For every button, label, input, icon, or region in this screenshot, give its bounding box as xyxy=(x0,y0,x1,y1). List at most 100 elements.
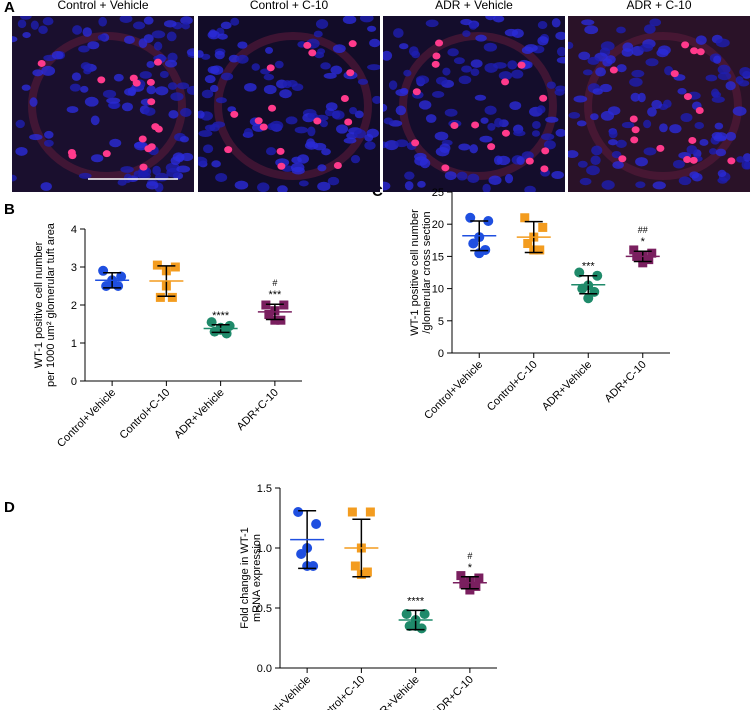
nucleus xyxy=(715,148,727,157)
data-point xyxy=(155,292,165,302)
nucleus xyxy=(17,19,27,29)
nucleus xyxy=(536,105,546,114)
wt1-nucleus xyxy=(254,117,263,125)
data-point xyxy=(270,315,280,325)
nucleus xyxy=(372,95,380,104)
nucleus xyxy=(117,179,127,186)
wt1-nucleus xyxy=(411,139,420,147)
nucleus xyxy=(425,114,437,123)
nucleus xyxy=(738,80,750,87)
nucleus xyxy=(599,83,612,93)
nucleus xyxy=(555,128,565,137)
nucleus xyxy=(524,44,538,52)
significance-label: ## xyxy=(638,225,648,235)
panel-label: D xyxy=(4,499,15,516)
x-tick-label: Control+Vehicle xyxy=(250,674,313,710)
nucleus xyxy=(143,16,154,25)
wt1-nucleus xyxy=(146,78,155,86)
nucleus xyxy=(80,62,91,70)
nucleus xyxy=(622,42,634,52)
nucleus xyxy=(120,166,134,173)
nucleus xyxy=(635,181,646,189)
nucleus xyxy=(615,139,627,148)
nucleus xyxy=(555,31,565,40)
nucleus xyxy=(601,180,615,190)
nucleus xyxy=(367,64,380,71)
nucleus xyxy=(208,29,217,38)
nucleus xyxy=(97,34,107,41)
nucleus xyxy=(602,58,613,67)
nucleus xyxy=(323,72,337,79)
nucleus xyxy=(669,124,682,134)
wt1-nucleus xyxy=(147,98,156,106)
nucleus xyxy=(482,183,491,192)
nucleus xyxy=(540,133,555,141)
nucleus xyxy=(469,22,478,30)
x-tick-label: ADR+Vehicle xyxy=(172,387,227,442)
x-tick-label: ADR+C-10 xyxy=(430,674,476,710)
data-point xyxy=(170,262,180,272)
wt1-nucleus xyxy=(525,157,534,165)
nucleus xyxy=(484,62,498,73)
wt1-nucleus xyxy=(432,52,441,60)
nucleus xyxy=(251,63,260,71)
nucleus xyxy=(298,180,309,187)
wt1-nucleus xyxy=(346,69,355,77)
nucleus xyxy=(267,122,276,131)
nucleus xyxy=(699,139,709,146)
nucleus xyxy=(330,65,343,75)
data-point xyxy=(459,579,469,589)
significance-label: # xyxy=(467,551,472,561)
wt1-nucleus xyxy=(266,64,275,72)
nucleus xyxy=(290,162,305,173)
nucleus xyxy=(399,43,409,50)
nucleus xyxy=(591,145,603,156)
nucleus xyxy=(616,26,626,34)
nucleus xyxy=(705,74,718,82)
nucleus xyxy=(578,51,591,61)
nucleus xyxy=(504,28,519,37)
nucleus xyxy=(51,50,64,60)
image-title: Control + Vehicle xyxy=(57,0,148,12)
data-point xyxy=(419,609,430,619)
nucleus xyxy=(573,95,588,103)
nucleus xyxy=(383,117,394,125)
nucleus xyxy=(469,144,479,154)
nucleus xyxy=(581,19,595,26)
nucleus xyxy=(29,133,43,141)
wt1-nucleus xyxy=(344,118,353,126)
nucleus xyxy=(616,64,627,73)
nucleus xyxy=(83,68,92,75)
y-axis-label: mRNA expression xyxy=(251,534,263,622)
nucleus xyxy=(612,161,624,169)
nucleus xyxy=(635,157,648,167)
data-point xyxy=(456,571,466,581)
nucleus xyxy=(483,42,498,52)
nucleus xyxy=(447,48,459,57)
wt1-nucleus xyxy=(308,49,317,57)
nucleus xyxy=(181,152,194,162)
nucleus xyxy=(582,69,593,76)
nucleus xyxy=(369,38,380,48)
nucleus xyxy=(109,138,122,148)
nucleus xyxy=(181,22,191,30)
nucleus xyxy=(621,121,635,129)
image-title: Control + C-10 xyxy=(250,0,329,12)
nucleus xyxy=(72,25,83,35)
nucleus xyxy=(713,55,722,64)
y-tick-label: 0 xyxy=(438,348,444,360)
nucleus xyxy=(155,172,169,182)
y-tick-label: 0.5 xyxy=(257,603,272,615)
significance-label: **** xyxy=(212,310,230,322)
nucleus xyxy=(470,68,480,76)
nucleus xyxy=(155,86,169,96)
data-point xyxy=(647,248,657,258)
nucleus xyxy=(511,69,524,79)
nucleus xyxy=(198,130,213,137)
nucleus xyxy=(22,32,31,39)
wt1-nucleus xyxy=(333,162,342,170)
nucleus xyxy=(143,107,156,116)
nucleus xyxy=(32,69,44,77)
data-point xyxy=(116,271,127,282)
